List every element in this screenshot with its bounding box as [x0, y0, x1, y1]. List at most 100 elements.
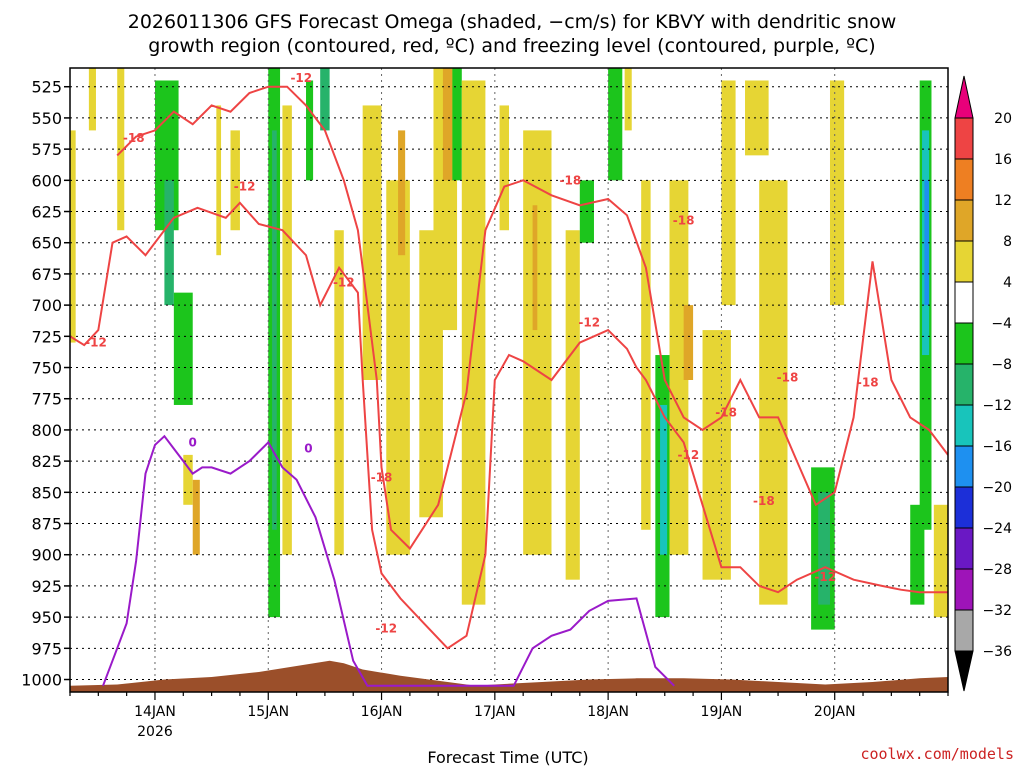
omega-cell — [933, 504, 948, 618]
x-tick-label: 14JAN — [134, 704, 176, 720]
omega-cell — [272, 130, 277, 530]
contour-label: -18 — [715, 405, 737, 419]
x-axis-title: Forecast Time (UTC) — [427, 748, 588, 767]
omega-cell — [745, 80, 769, 156]
colorbar-bin — [954, 240, 974, 283]
y-tick-label: 950 — [31, 608, 62, 627]
omega-cell — [660, 404, 668, 555]
x-tick-label: 16JAN — [361, 704, 403, 720]
colorbar-label: −36 — [982, 644, 1012, 660]
contours — [70, 85, 948, 687]
omega-shading — [70, 68, 948, 630]
colorbar-label: −24 — [982, 521, 1012, 537]
omega-cell — [334, 230, 344, 555]
omega-cell — [608, 68, 623, 181]
y-tick-label: 900 — [31, 546, 62, 565]
colorbar-bin — [954, 158, 974, 201]
y-axis: 525 550 575 600 625 650 675 700 725 750 775 800 825 8… — [21, 78, 70, 690]
y-tick-label: 975 — [31, 639, 62, 658]
omega-cell — [88, 68, 96, 131]
y-tick-label: 775 — [31, 390, 62, 409]
contour-label: -12 — [375, 621, 397, 635]
colorbar-label: −32 — [982, 603, 1012, 619]
y-tick-label: 725 — [31, 327, 62, 346]
omega-cell — [624, 68, 632, 131]
terrain-fill — [70, 660, 948, 692]
y-tick-label: 650 — [31, 234, 62, 253]
contour-label: -12 — [814, 570, 836, 584]
contour-label: -12 — [333, 276, 355, 290]
contour-labels: -18 -12 -12 -12 -12 -18 -12 -18 -18 -12 -12 -18 -18 -… — [85, 71, 878, 635]
colorbar-label: 4 — [1003, 275, 1012, 291]
x-tick-label: 15JAN — [247, 704, 289, 720]
y-tick-label: 925 — [31, 577, 62, 596]
contour-label: -18 — [673, 213, 695, 227]
omega-cell — [565, 230, 580, 580]
omega-cell — [216, 105, 222, 256]
omega-cell — [683, 305, 694, 380]
omega-cell — [173, 292, 193, 405]
colorbar-bin — [954, 199, 974, 242]
contour-label: 0 — [304, 442, 312, 456]
x-tick-label: 20JAN — [814, 704, 856, 720]
colorbar-label: −28 — [982, 562, 1012, 578]
omega-cell — [70, 130, 76, 343]
colorbar-label: 16 — [994, 152, 1012, 168]
y-tick-label: 850 — [31, 483, 62, 502]
contour-label: -18 — [371, 470, 393, 484]
y-tick-label: 1000 — [21, 671, 62, 690]
chart-title-line1: 2026011306 GFS Forecast Omega (shaded, −… — [128, 11, 897, 33]
contour-label: -12 — [85, 336, 107, 350]
y-tick-label: 675 — [31, 265, 62, 284]
colorbar-label: −8 — [991, 357, 1012, 373]
x-tick-label: 18JAN — [587, 704, 629, 720]
omega-cell — [117, 68, 125, 231]
colorbar-bin — [954, 486, 974, 529]
omega-cell — [818, 492, 830, 605]
x-tick-label: 17JAN — [474, 704, 516, 720]
colorbar-label: −12 — [982, 398, 1012, 414]
colorbar-bin — [954, 281, 974, 324]
x-axis: 14JAN 2026 15JAN 16JAN 17JAN 18JAN 19JAN 20JAN — [69, 692, 949, 740]
omega-cell — [532, 205, 538, 331]
y-tick-label: 525 — [31, 78, 62, 97]
y-tick-label: 875 — [31, 515, 62, 534]
omega-cell — [499, 105, 509, 231]
chart-title-line2: growth region (contoured, red, ºC) and f… — [148, 35, 875, 57]
colorbar-bin — [954, 322, 974, 365]
omega-cell — [523, 130, 552, 555]
contour-label: -18 — [560, 173, 582, 187]
colorbar-label: −16 — [982, 439, 1012, 455]
omega-cell — [183, 454, 193, 505]
omega-cell — [702, 330, 731, 580]
omega-cell — [452, 68, 462, 181]
omega-cell — [721, 80, 736, 306]
colorbar-bin — [954, 117, 974, 160]
colorbar-label: −20 — [982, 480, 1012, 496]
y-tick-label: 600 — [31, 171, 62, 190]
contour-label: -12 — [678, 448, 700, 462]
credit-link[interactable]: coolwx.com/models — [860, 745, 1014, 763]
colorbar-label: 12 — [994, 193, 1012, 209]
omega-cell — [829, 80, 845, 306]
colorbar-bin — [954, 527, 974, 570]
contour-label: 0 — [189, 435, 197, 449]
omega-cell — [386, 180, 410, 555]
colorbar-label: 20 — [994, 111, 1012, 127]
omega-cell — [398, 130, 406, 256]
y-tick-label: 575 — [31, 140, 62, 159]
omega-cell — [306, 80, 314, 181]
colorbar-bin — [954, 568, 974, 611]
y-tick-label: 750 — [31, 359, 62, 378]
omega-cell — [461, 80, 486, 605]
contour-label: -18 — [857, 375, 879, 389]
colorbar-bottom-triangle — [954, 650, 974, 692]
omega-cell — [164, 180, 174, 306]
omega-cell — [230, 130, 240, 231]
omega-cell — [641, 180, 651, 530]
plot-frame — [69, 67, 949, 693]
y-tick-label: 625 — [31, 203, 62, 222]
omega-cell — [320, 68, 330, 131]
terrain-layer — [70, 660, 948, 692]
